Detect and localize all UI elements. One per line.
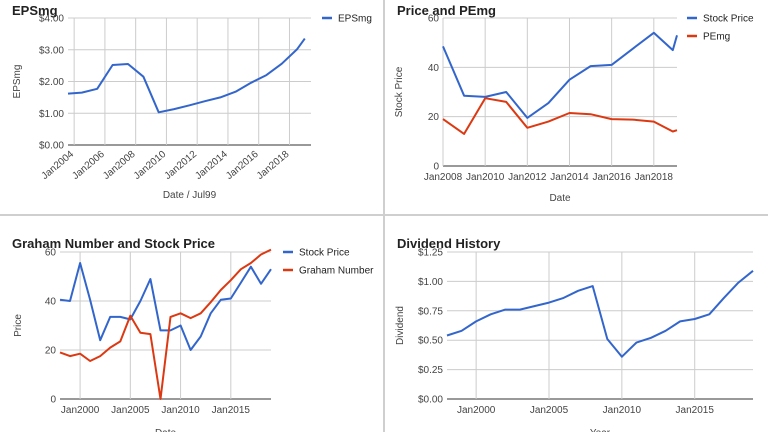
y-axis-label: Dividend (395, 306, 406, 345)
x-tick-label: Jan2008 (101, 149, 138, 182)
legend-label: Graham Number (299, 266, 374, 277)
series-line-graham-number (59, 248, 272, 400)
chart-graham-number-and-stock-price: Graham Number and Stock Price 0 20 40 60 Jan2… (12, 236, 374, 432)
y-tick-label: $3.00 (39, 45, 64, 56)
x-tick-label: Jan2010 (603, 405, 642, 416)
x-tick-label: Jan2014 (193, 149, 230, 182)
series-line-stock-price (442, 31, 678, 119)
x-tick-label: Jan2016 (224, 149, 261, 182)
chart-title: Graham Number and Stock Price (12, 236, 215, 251)
x-axis-label: Date (549, 193, 571, 204)
x-axis-label: Year (590, 428, 611, 432)
chart-title: Dividend History (397, 236, 501, 251)
y-axis-label: EPSmg (12, 65, 23, 99)
x-axis-label: Date / Jul99 (163, 190, 217, 201)
x-tick-label: Jan2010 (161, 405, 200, 416)
series-line-epsmg (67, 38, 306, 114)
y-tick-label: $0.25 (418, 365, 443, 376)
x-tick-label: Jan2005 (111, 405, 150, 416)
y-tick-label: 0 (50, 395, 56, 406)
y-tick-label: 20 (45, 346, 57, 357)
x-tick-label: Jan2015 (212, 405, 251, 416)
x-tick-label: Jan2018 (635, 172, 674, 183)
chart-epsmg: EPSmg$0.00$1.00$2.00$3.00$4.00Jan2004Jan… (12, 3, 372, 201)
x-tick-label: Jan2010 (466, 172, 505, 183)
legend-label: Stock Price (703, 14, 754, 25)
x-tick-label: Jan2012 (163, 149, 200, 182)
series-line-dividend-history (446, 270, 754, 358)
chart-dividend-history: Dividend History $0.00 $0.25 $0.50 $0.75 $1.0… (395, 236, 754, 432)
x-tick-label: Jan2018 (255, 149, 292, 182)
legend-label: EPSmg (338, 14, 372, 25)
x-tick-label: Jan2010 (132, 149, 169, 182)
y-tick-label: $0.00 (418, 395, 443, 406)
price-pe-chart-panel: Price and PEmg 0 20 40 60 Jan2008 Jan2010 Jan20… (385, 0, 768, 214)
x-tick-label: Jan2016 (592, 172, 631, 183)
y-tick-label: $1.00 (39, 109, 64, 120)
graham-chart-panel: Graham Number and Stock Price 0 20 40 60 Jan2… (0, 216, 383, 432)
x-tick-label: Jan2000 (61, 405, 100, 416)
series-line-pemg (442, 97, 678, 135)
eps-chart-panel: EPSmg $0.00 $1.00 $2.00 $3.00 $4.00 Jan2004 Jan… (0, 0, 383, 214)
x-axis-label: Date (155, 428, 177, 432)
y-tick-label: $0.75 (418, 306, 443, 317)
y-tick-label: $1.00 (418, 277, 443, 288)
chart-title: Price and PEmg (397, 3, 496, 18)
x-tick-label: Jan2006 (70, 149, 107, 182)
y-tick-label: 20 (428, 112, 440, 123)
y-tick-label: 0 (433, 162, 439, 173)
x-tick-label: Jan2014 (550, 172, 589, 183)
x-tick-label: Jan2012 (508, 172, 547, 183)
y-tick-label: 60 (428, 14, 440, 25)
y-tick-label: $0.50 (418, 336, 443, 347)
chart-title: EPSmg (12, 3, 58, 18)
y-tick-label: 40 (45, 297, 57, 308)
y-tick-label: $2.00 (39, 77, 64, 88)
x-tick-label: Jan2000 (457, 405, 496, 416)
y-axis-label: Stock Price (394, 66, 405, 117)
y-tick-label: $0.00 (39, 141, 64, 152)
y-tick-label: $4.00 (39, 14, 64, 25)
x-tick-label: Jan2005 (530, 405, 569, 416)
x-tick-label: Jan2015 (676, 405, 715, 416)
legend-label: PEmg (703, 32, 730, 43)
y-axis-label: Price (13, 314, 24, 337)
y-tick-label: 60 (45, 248, 57, 259)
y-tick-label: $1.25 (418, 248, 443, 259)
x-tick-label: Jan2008 (424, 172, 463, 183)
y-tick-label: 40 (428, 63, 440, 74)
series-line-stock-price (59, 262, 272, 351)
x-tick-label: Jan2004 (40, 149, 77, 182)
legend-label: Stock Price (299, 248, 350, 259)
dividend-chart-panel: Dividend History $0.00 $0.25 $0.50 $0.75 $1.0… (385, 216, 768, 432)
